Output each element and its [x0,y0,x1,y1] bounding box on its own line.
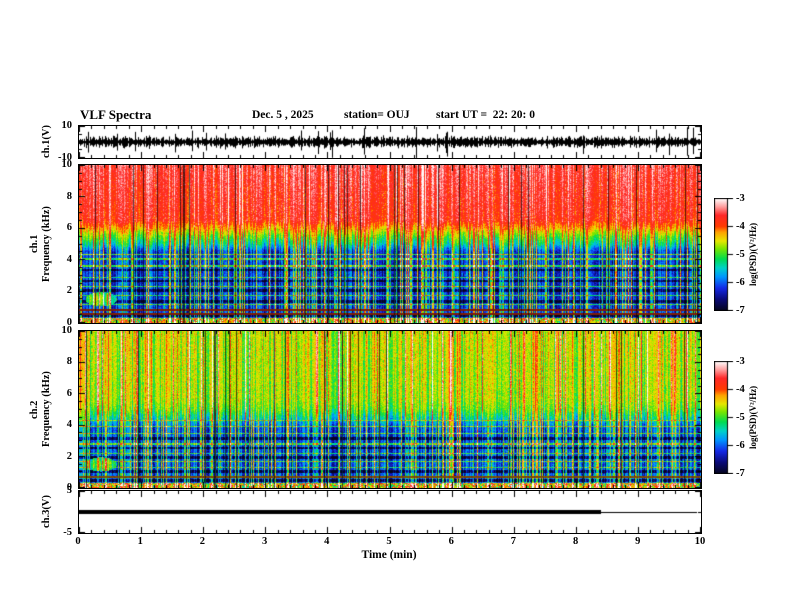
x-tick-label: 4 [324,536,330,547]
axis-label-text: Frequency (kHz) [41,206,52,282]
ch1-colorbar [714,198,734,311]
colorbar-tick-label: -7 [736,468,745,479]
y-tick-label: 2 [66,285,72,297]
colorbar-tick-label: -5 [736,249,745,260]
ch1-colorbar-label: log(PSD)(V²/Hz) [748,196,761,313]
x-tick-label: 1 [137,536,143,547]
ch3-level-panel [78,490,702,534]
y-tick-label: 8 [66,190,72,202]
start-ut-label: start UT = 22: 20: 0 [436,109,535,121]
x-tick-label: 10 [694,536,706,547]
x-tick-label: 3 [261,536,268,547]
y-tick-label: 0 [66,482,72,493]
x-tick-label: 8 [572,536,579,547]
x-tick-label: 2 [199,536,206,547]
x-tick-label: 0 [75,536,81,547]
y-tick-label: 2 [66,450,72,462]
y-tick-label: -5 [63,527,72,538]
ch2-spectrogram-panel [78,330,702,489]
ch1-spectrogram-canvas [79,165,701,323]
y-tick-label: 10 [61,159,73,170]
station-label: station= OUJ [344,109,410,121]
colorbar-tick-label: -6 [736,440,745,451]
figure-title: VLF Spectra [80,107,152,122]
colorbar-label-text: log(PSD)(V²/Hz) [748,385,758,450]
y-tick-label: 0 [66,317,72,328]
ch2-colorbar-label: log(PSD)(V²/Hz) [748,359,761,476]
y-tick-label: -10 [58,152,72,163]
colorbar-tick-label: -3 [736,193,745,204]
ch1-waveform-panel [78,125,702,159]
axis-label-text: ch.2 [29,400,40,419]
colorbar-tick-label: -7 [736,305,745,316]
ch1-waveform-canvas [79,126,701,158]
y-tick-label: 6 [66,387,72,399]
colorbar-tick-label: -5 [736,412,745,423]
y-tick-label: 8 [66,356,72,368]
time-axis-label: Time (min) [361,549,417,561]
y-tick-label: 5 [66,485,72,496]
y-tick-label: 10 [61,120,73,131]
colorbar-tick-label: -3 [736,356,745,367]
y-tick-label: 10 [61,325,73,336]
x-tick-label: 9 [635,536,641,547]
x-tick-label: 7 [510,536,517,547]
y-tick-label: 6 [66,222,72,234]
ch2-spectrogram-canvas [79,331,701,488]
y-tick-label: 4 [66,253,72,265]
ch1-spectrogram-axis-label: ch.1 Frequency (kHz) [29,164,55,324]
colorbar-label-text: log(PSD)(V²/Hz) [748,222,758,287]
ch2-colorbar [714,361,734,474]
y-tick-label: 4 [66,419,72,431]
axis-label-text: Frequency (kHz) [41,371,52,448]
colorbar-tick-label: -4 [736,221,745,232]
axis-label-text: ch.1 [29,234,40,254]
x-tick-label: 6 [448,536,454,547]
ch3-level-canvas [79,491,701,533]
x-tick-label: 5 [386,536,392,547]
ch1-spectrogram-panel [78,164,702,324]
colorbar-tick-label: -6 [736,277,745,288]
date-label: Dec. 5 , 2025 [252,109,314,121]
ch2-spectrogram-axis-label: ch.2 Frequency (kHz) [29,330,55,489]
colorbar-tick-label: -4 [736,384,745,395]
